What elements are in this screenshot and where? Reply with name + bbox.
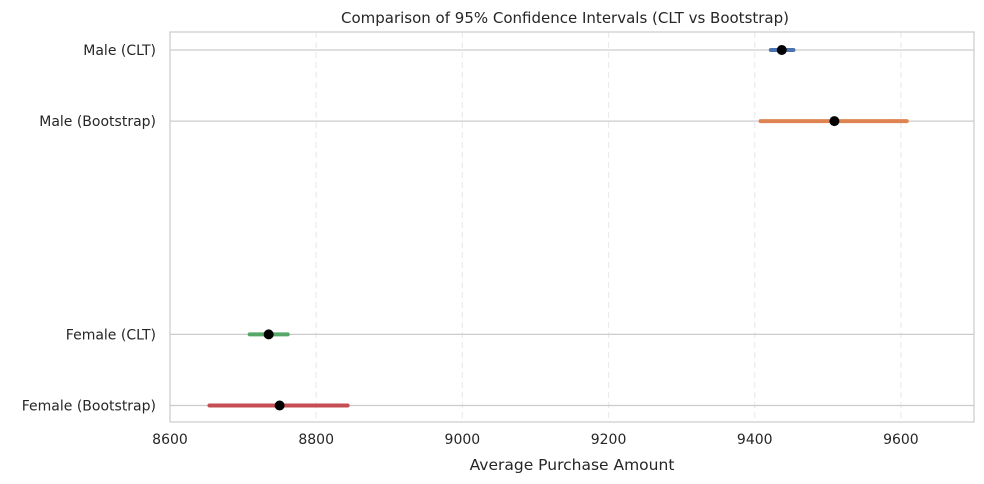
y-tick-label: Male (CLT) xyxy=(83,43,156,59)
plot-frame xyxy=(169,31,975,423)
interval-layer xyxy=(207,45,909,411)
plot-border xyxy=(169,31,975,423)
grid-layer xyxy=(169,32,974,422)
x-tick-label: 9000 xyxy=(445,432,481,448)
x-axis-label: Average Purchase Amount xyxy=(470,456,675,474)
x-tick-label: 8600 xyxy=(152,432,188,448)
x-tick-label: 9200 xyxy=(591,432,627,448)
mean-marker xyxy=(776,45,787,55)
chart-title: Comparison of 95% Confidence Intervals (… xyxy=(341,9,789,27)
mean-marker xyxy=(263,329,274,340)
mean-marker xyxy=(274,400,285,411)
x-tick-labels: 8600 8800 9000 9200 9400 9600 xyxy=(152,432,919,448)
y-tick-label: Female (Bootstrap) xyxy=(22,399,156,415)
mean-marker xyxy=(829,116,840,127)
x-tick-label: 8800 xyxy=(298,432,334,448)
y-tick-label: Female (CLT) xyxy=(66,327,156,343)
x-tick-label: 9400 xyxy=(737,432,773,448)
x-tick-label: 9600 xyxy=(883,432,919,448)
y-tick-label: Male (Bootstrap) xyxy=(39,114,156,130)
y-tick-labels: Male (CLT) Male (Bootstrap) Female (CLT) Fe… xyxy=(22,43,156,415)
